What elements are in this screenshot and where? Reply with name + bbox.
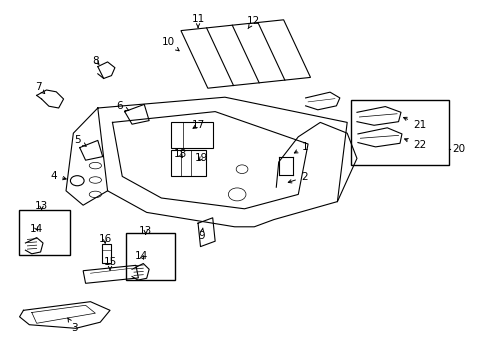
Text: 6: 6: [116, 101, 128, 111]
Text: 18: 18: [173, 149, 186, 159]
Text: 14: 14: [30, 224, 43, 234]
Text: 5: 5: [74, 135, 86, 146]
Bar: [102, 244, 111, 263]
Text: 21: 21: [403, 117, 426, 130]
Text: 11: 11: [191, 14, 204, 27]
Text: 3: 3: [68, 318, 78, 333]
Text: 17: 17: [191, 120, 204, 130]
Text: 19: 19: [194, 153, 208, 163]
Text: 20: 20: [451, 144, 464, 154]
Text: 8: 8: [92, 56, 99, 66]
Text: 14: 14: [135, 251, 148, 261]
Bar: [350, 100, 448, 165]
Text: 2: 2: [288, 172, 307, 183]
Text: 13: 13: [139, 226, 152, 236]
Bar: [126, 233, 175, 280]
Bar: [19, 210, 70, 255]
Text: 12: 12: [246, 16, 260, 29]
Text: 1: 1: [294, 142, 308, 153]
Text: 16: 16: [98, 234, 112, 244]
Text: 4: 4: [50, 171, 66, 181]
Text: 7: 7: [35, 82, 44, 94]
Text: 10: 10: [162, 37, 179, 51]
Text: 22: 22: [404, 139, 426, 150]
Bar: [171, 122, 212, 148]
Bar: [171, 150, 206, 176]
Text: 15: 15: [103, 257, 117, 270]
Text: 9: 9: [198, 228, 204, 241]
Text: 13: 13: [35, 201, 48, 211]
